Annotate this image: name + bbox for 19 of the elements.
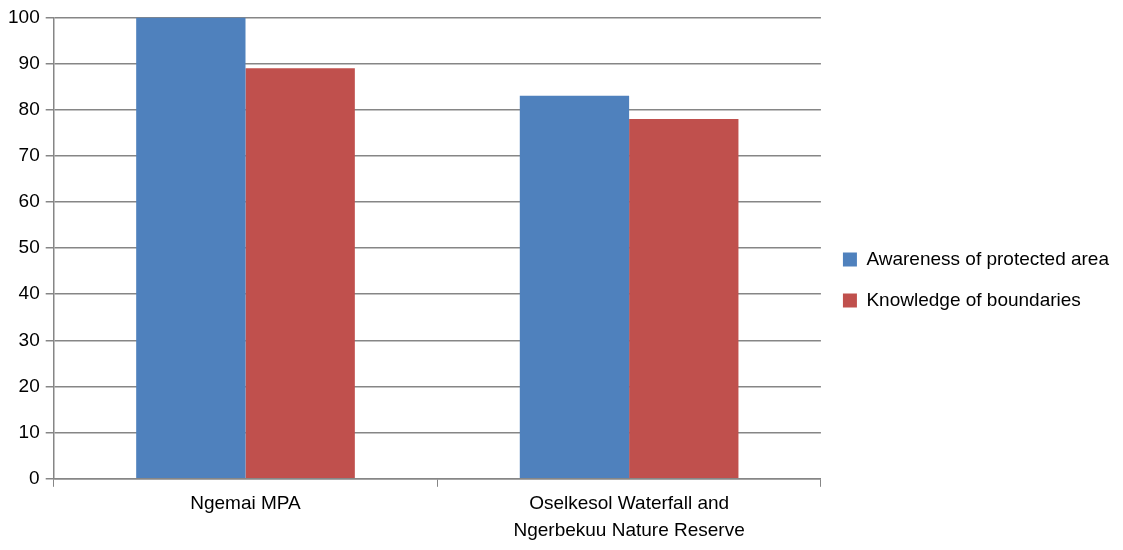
y-tick-label: 70	[18, 144, 40, 166]
y-tick-label: 40	[18, 282, 40, 304]
y-tick-label: 0	[29, 467, 40, 489]
legend-label: Awareness of protected area	[866, 247, 1110, 269]
x-tick-label: Ngemai MPA	[190, 492, 302, 514]
bar	[629, 118, 739, 479]
x-tick-label: Oselkesol Waterfall and Ngerbekuu Nature Reserve	[513, 492, 745, 540]
y-tick-label: 10	[18, 420, 40, 442]
y-tick-label: 60	[18, 190, 40, 212]
bar	[519, 95, 630, 479]
bar	[136, 17, 246, 479]
y-tick-label: 90	[18, 51, 40, 73]
y-tick-label: 50	[18, 236, 40, 258]
y-tick-label: 80	[18, 97, 40, 119]
bar	[245, 68, 355, 479]
y-tick-label: 100	[8, 5, 40, 27]
y-tick-label: 20	[18, 374, 40, 396]
legend-label: Knowledge of boundaries	[866, 288, 1081, 310]
y-tick-label: 30	[18, 328, 40, 350]
